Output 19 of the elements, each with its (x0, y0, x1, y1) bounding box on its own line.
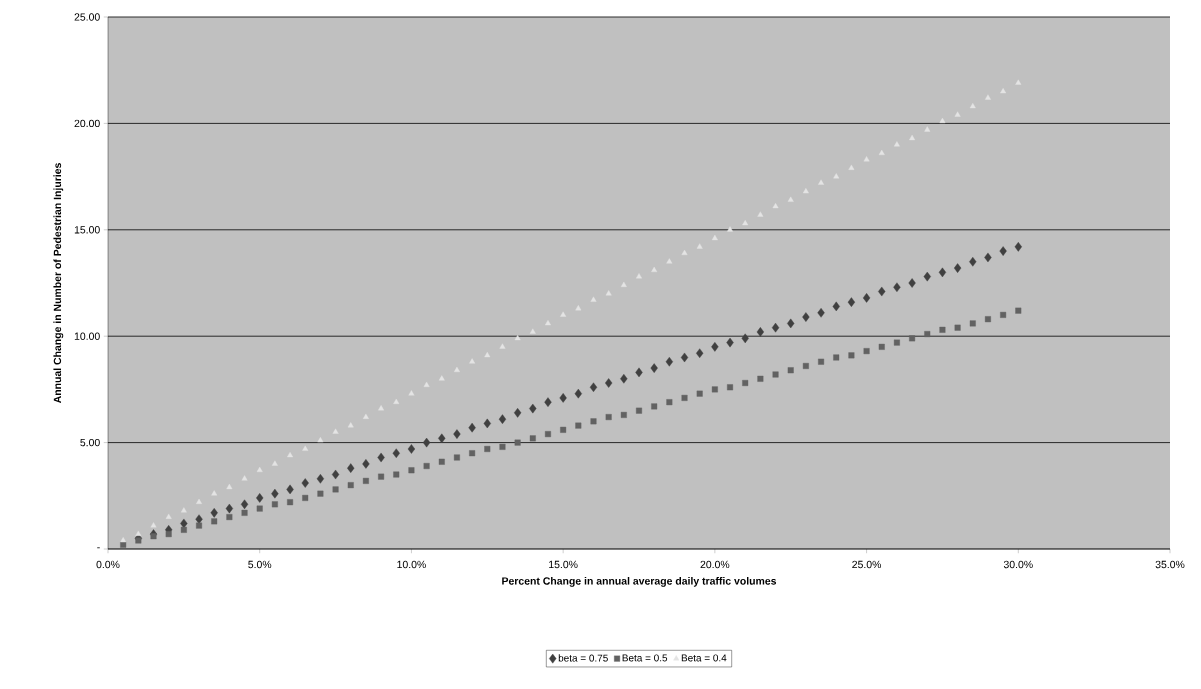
legend-label: beta = 0.75 (558, 654, 608, 662)
x-tick-label: 10.0% (397, 560, 426, 569)
legend-label: Beta = 0.4 (681, 654, 727, 662)
y-tick-label: 25.00 (74, 13, 100, 21)
y-tick-label: 10.00 (74, 332, 100, 340)
x-tick-label: 25.0% (852, 560, 882, 569)
x-tick-label: 15.0% (549, 560, 578, 569)
y-tick-label: - (97, 547, 100, 549)
x-tick-label: 5.0% (248, 560, 272, 569)
y-axis-title: Annual Change in Number of Pedestrian Injuries (53, 163, 64, 404)
x-tick-label: 0.0% (96, 560, 120, 569)
x-tick-label: 30.0% (1003, 560, 1033, 569)
x-axis-title: Percent Change in annual average daily traffic volumes (502, 577, 777, 587)
y-tick-label: 5.00 (80, 438, 100, 447)
legend-label: Beta = 0.5 (622, 654, 668, 662)
x-tick-label: 20.0% (700, 560, 730, 569)
y-tick-label: 15.00 (74, 226, 100, 234)
x-tick-label: 35.0% (1155, 560, 1185, 569)
y-tick-label: 20.00 (74, 119, 100, 128)
